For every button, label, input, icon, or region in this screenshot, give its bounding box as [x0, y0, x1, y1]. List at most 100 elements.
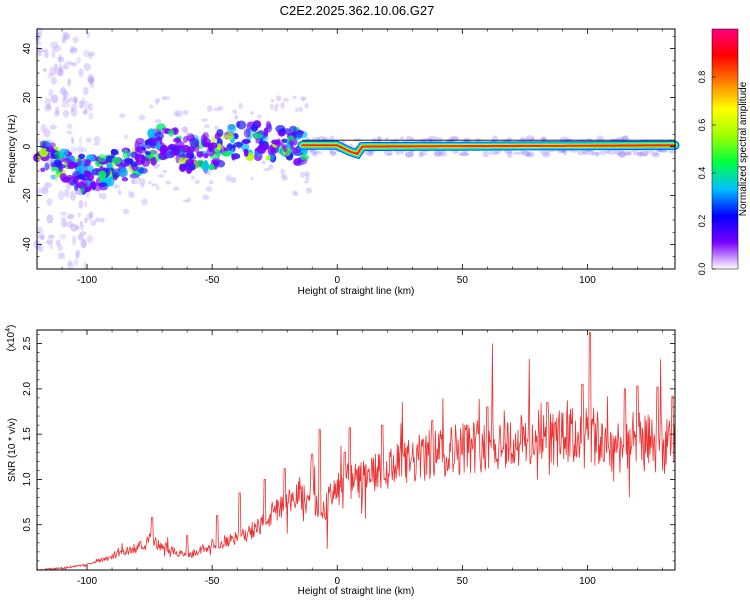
spectrogram-noise [49, 66, 57, 77]
spectrogram-faint [138, 178, 146, 185]
spectrogram-noise [67, 261, 74, 270]
spectrogram-noise [47, 72, 53, 80]
spectrogram-blob [263, 127, 269, 138]
spectrogram-noise [55, 239, 61, 247]
spectrogram-halo [438, 151, 444, 156]
spectrogram-blob [144, 140, 149, 146]
spectrogram-faint [182, 199, 190, 203]
spectrogram-halo [383, 150, 393, 156]
snr-y-label: SNR (10 * v/v) [7, 418, 18, 482]
spectrogram-noise [57, 56, 65, 63]
spectrogram-faint [238, 102, 243, 109]
spectrogram-halo [449, 135, 459, 141]
spectrogram-halo [621, 135, 629, 141]
spectrogram-halo [577, 150, 586, 156]
spectrogram-noise [80, 224, 85, 231]
spectrogram-blob [259, 143, 268, 151]
spectrogram-noise [88, 112, 94, 120]
spectrogram-blob [222, 150, 232, 157]
spectrogram-faint [280, 168, 285, 175]
spectrogram-halo [330, 151, 337, 155]
spectrogram-noise [79, 231, 87, 236]
spectrogram-noise [89, 211, 94, 219]
spectrogram-halo [404, 151, 414, 158]
spectrogram-blob [296, 129, 303, 139]
spectrogram-blob [209, 142, 218, 149]
spectrogram-blob [54, 146, 60, 151]
spectrogram-noise [69, 46, 77, 52]
spectrogram-blob [141, 158, 151, 167]
spectrogram-blob [214, 132, 221, 140]
spectrogram-halo [595, 151, 600, 157]
spectrogram-noise [61, 97, 69, 104]
spectrogram-halo [614, 149, 624, 155]
snr-y-ticks: 0.5 1.0 1.5 2.0 2.5 [22, 334, 675, 562]
spectrogram-blob [243, 128, 251, 138]
spectrogram-y-tick-label: -20 [22, 188, 33, 203]
spectrogram-halo [540, 149, 550, 155]
spectrogram-halo [624, 150, 632, 156]
spectrogram-faint [141, 198, 148, 206]
spectrogram-faint [181, 126, 188, 133]
spectrogram-blob [50, 174, 56, 180]
spectrogram-noise [66, 221, 74, 229]
spectrogram-noise [89, 83, 95, 89]
spectrogram-halo [491, 135, 499, 143]
spectrogram-blob [173, 137, 182, 143]
spectrogram-noise [58, 54, 62, 63]
spectrogram-blob [233, 141, 244, 148]
spectrogram-blob [265, 155, 271, 161]
spectrogram-faint [233, 114, 239, 120]
spectrogram-faint [190, 175, 195, 180]
spectrogram-x-tick-label: 100 [579, 275, 596, 286]
spectrogram-blob [300, 154, 310, 161]
spectrogram-halo [329, 135, 335, 142]
spectrogram-faint [214, 125, 219, 131]
spectrogram-noise [66, 123, 73, 130]
spectrogram-faint [300, 171, 306, 178]
spectrogram-blob [77, 158, 82, 167]
spectrogram-noise [58, 62, 63, 73]
spectrogram-halo [639, 150, 649, 157]
spectrogram-noise [37, 41, 42, 46]
spectrogram-noise [67, 259, 73, 266]
snr-y-multiplier-base: (x10 [6, 331, 17, 351]
spectrogram-blob [77, 154, 85, 159]
spectrogram-halo [314, 150, 322, 155]
spectrogram-noise [44, 48, 49, 59]
snr-series-line [36, 332, 676, 571]
spectrogram-halo [433, 149, 442, 157]
snr-x-tick-label: 50 [457, 576, 469, 587]
spectrogram-noise [43, 128, 51, 138]
spectrogram-blob [291, 148, 302, 154]
spectrogram-halo [651, 151, 659, 156]
spectrogram-noise [68, 96, 76, 102]
spectrogram-blob [77, 174, 86, 180]
spectrogram-halo [329, 150, 337, 157]
spectrogram-faint [90, 219, 97, 226]
spectrogram-faint [250, 111, 254, 116]
spectrogram-faint [292, 95, 297, 100]
spectrogram-line-layer [301, 144, 677, 156]
spectrogram-blob [141, 146, 147, 151]
spectrogram-faint [128, 190, 132, 198]
spectrogram-faint [217, 105, 224, 111]
spectrogram-noise [64, 188, 70, 198]
spectrogram-blob [212, 157, 221, 165]
spectrogram-x-tick-label: -100 [77, 275, 97, 286]
spectrogram-frame [36, 28, 676, 270]
spectrogram-faint [119, 113, 126, 118]
spectrogram-noise [77, 233, 84, 241]
spectrogram-faint [140, 183, 145, 188]
spectrogram-faint [122, 208, 130, 215]
spectrogram-blob [206, 146, 215, 157]
spectrogram-noise [61, 64, 69, 70]
spectrogram-noise [70, 107, 78, 117]
spectrogram-noise [83, 62, 91, 72]
spectrogram-x-tick-label: -50 [205, 275, 220, 286]
spectrogram-noise [78, 199, 84, 209]
spectrogram-faint [232, 109, 238, 114]
spectrogram-faint [153, 164, 159, 170]
spectrogram-blob [121, 177, 129, 182]
snr-x-ticks: -100 -50 0 50 100 [36, 330, 663, 587]
